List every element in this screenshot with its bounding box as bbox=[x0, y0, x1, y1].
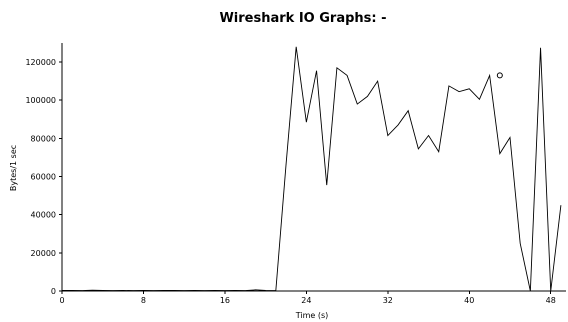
x-tick-label-32: 32 bbox=[383, 296, 393, 305]
x-tick-label-16: 16 bbox=[220, 296, 230, 305]
y-tick-label-120000: 120000 bbox=[25, 58, 56, 67]
chart-axes bbox=[61, 43, 566, 292]
y-tick-label-80000: 80000 bbox=[31, 134, 56, 143]
y-tick-label-20000: 20000 bbox=[31, 249, 56, 258]
x-tick-label-48: 48 bbox=[546, 296, 556, 305]
highlighted-point-marker[interactable] bbox=[496, 72, 503, 79]
chart-title: Wireshark IO Graphs: - bbox=[219, 11, 386, 26]
series-group bbox=[62, 46, 562, 292]
x-ticks: 0 8 16 24 32 40 48 bbox=[59, 291, 556, 305]
y-tick-label-0: 0 bbox=[51, 287, 56, 296]
series-line-0 bbox=[62, 46, 562, 292]
x-tick-label-24: 24 bbox=[301, 296, 311, 305]
x-tick-label-8: 8 bbox=[141, 296, 146, 305]
y-tick-label-40000: 40000 bbox=[31, 211, 56, 220]
y-ticks: 0 20000 40000 60000 80000 100000 120000 bbox=[25, 58, 62, 296]
x-tick-label-0: 0 bbox=[59, 296, 64, 305]
x-axis-label: Time (s) bbox=[295, 311, 329, 320]
y-axis-label: Bytes/1 sec bbox=[9, 145, 18, 191]
y-tick-label-100000: 100000 bbox=[25, 96, 56, 105]
x-tick-label-40: 40 bbox=[464, 296, 474, 305]
y-tick-label-60000: 60000 bbox=[31, 173, 56, 182]
